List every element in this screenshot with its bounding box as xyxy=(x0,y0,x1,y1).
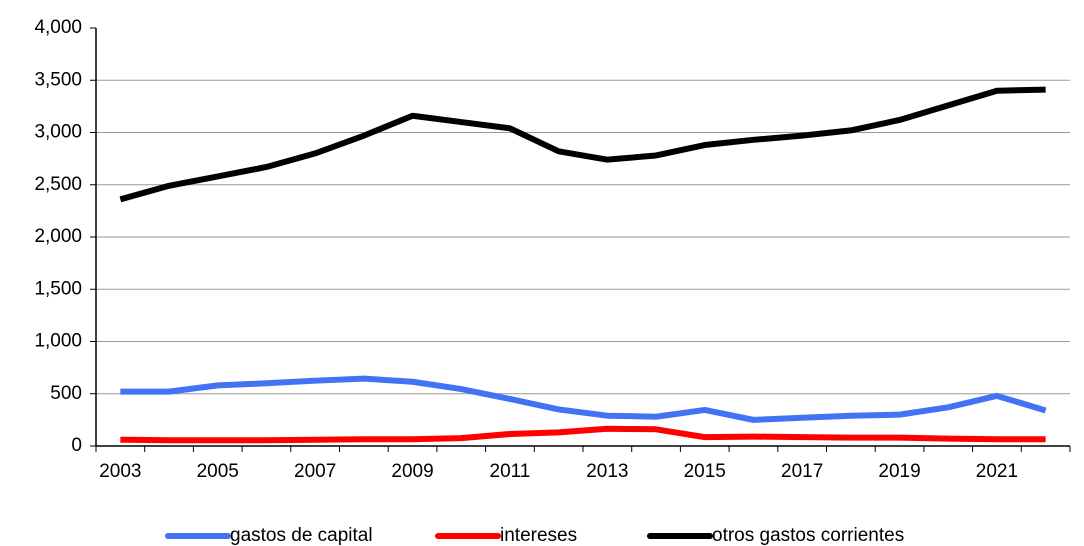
x-tick-label: 2017 xyxy=(781,461,823,482)
x-tick-label: 2005 xyxy=(197,461,239,482)
series-line xyxy=(120,425,1046,444)
legend-label: intereses xyxy=(500,525,577,546)
x-tick-label: 2007 xyxy=(294,461,336,482)
y-tick-label: 1,000 xyxy=(34,331,82,352)
y-tick-label: 3,000 xyxy=(34,122,82,143)
series-line xyxy=(119,86,1046,203)
series-line xyxy=(120,375,1047,423)
x-tick-label: 2013 xyxy=(586,461,628,482)
y-tick-label: 1,500 xyxy=(34,278,82,299)
y-tick-label: 2,500 xyxy=(34,174,82,195)
x-tick-label: 2003 xyxy=(99,461,141,482)
y-tick-label: 3,500 xyxy=(34,69,82,90)
legend-label: otros gastos corrientes xyxy=(712,525,904,546)
x-tick-label: 2009 xyxy=(391,461,433,482)
y-tick-label: 0 xyxy=(71,435,82,456)
legend-label: gastos de capital xyxy=(230,525,373,546)
x-tick-label: 2019 xyxy=(878,461,920,482)
x-tick-label: 2015 xyxy=(684,461,726,482)
y-tick-label: 500 xyxy=(50,383,82,404)
x-tick-label: 2021 xyxy=(976,461,1018,482)
y-tick-label: 4,000 xyxy=(34,17,82,38)
y-tick-label: 2,000 xyxy=(34,226,82,247)
x-tick-label: 2011 xyxy=(490,461,531,482)
